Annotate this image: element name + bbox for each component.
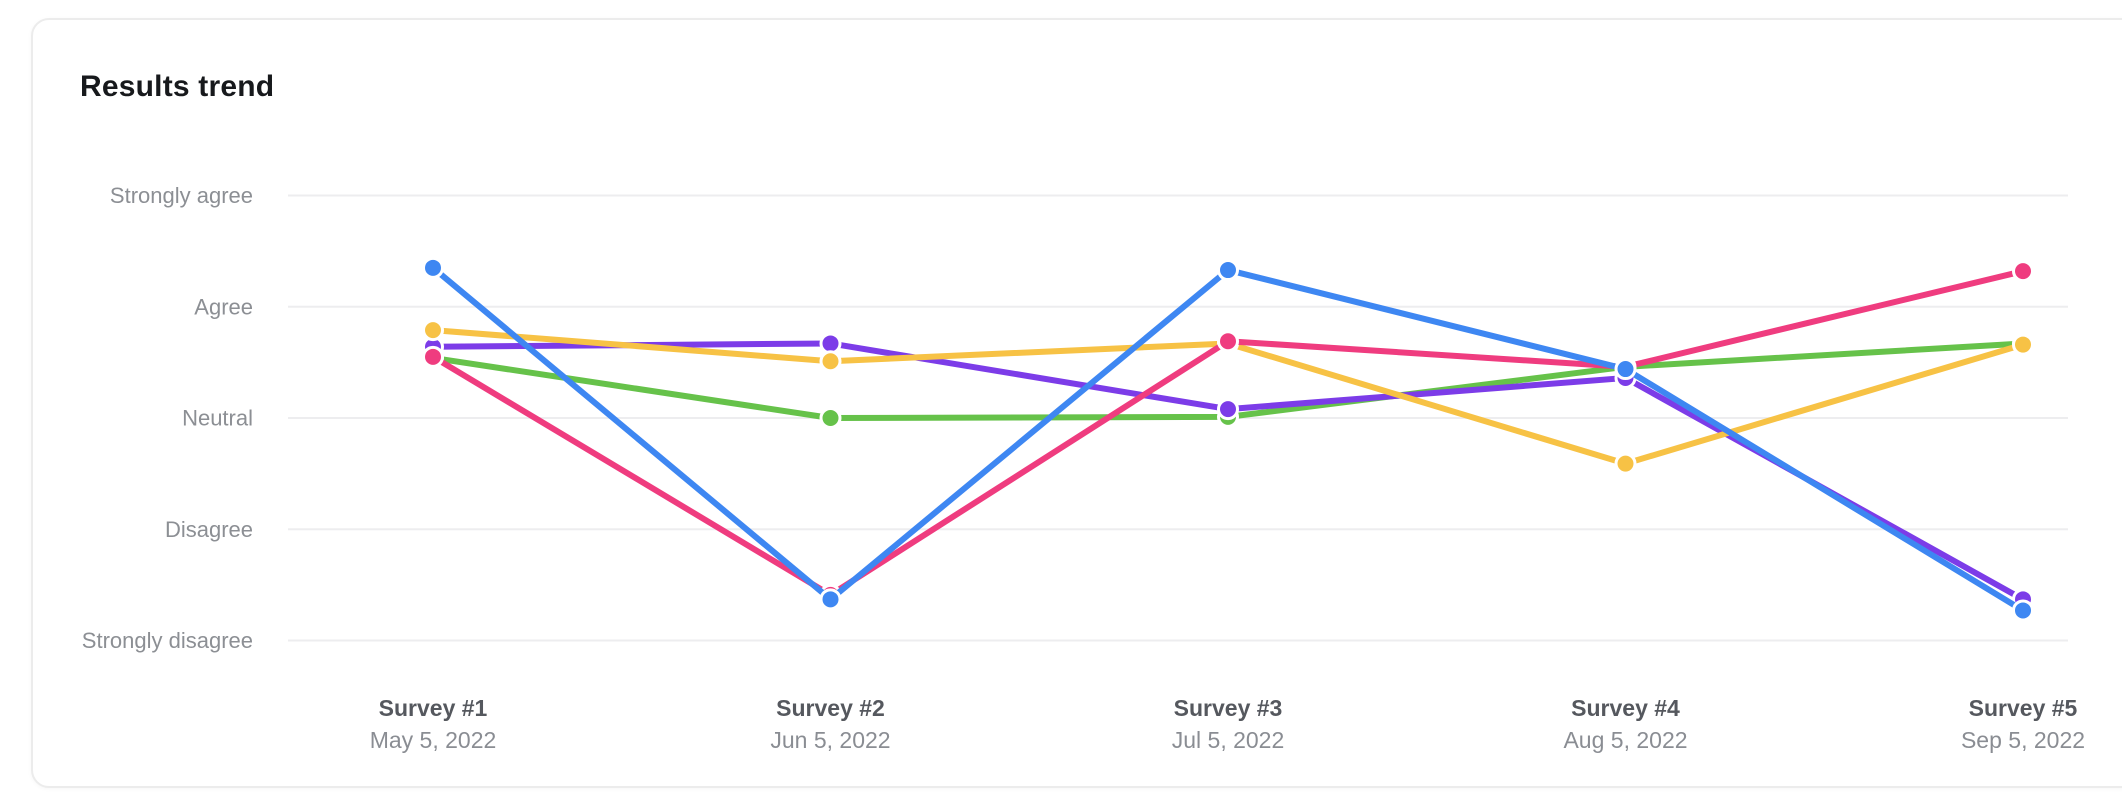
x-axis-category-label: Survey #2 <box>776 695 885 721</box>
y-axis-tick-label: Agree <box>194 294 253 319</box>
y-axis: Strongly agree Agree Neutral Disagree St… <box>82 183 253 653</box>
y-axis-tick-label: Strongly agree <box>110 183 253 208</box>
data-point-purple-survey-2[interactable] <box>819 332 842 355</box>
data-point-purple-survey-3[interactable] <box>1217 398 1239 421</box>
y-axis-tick-label: Strongly disagree <box>82 628 253 653</box>
series-line-blue <box>430 264 2026 614</box>
data-point-yellow-survey-4[interactable] <box>1614 452 1637 475</box>
series-layer <box>422 256 2034 622</box>
data-point-pink-survey-5[interactable] <box>2012 260 2034 283</box>
data-point-blue-survey-4[interactable] <box>1614 358 1637 381</box>
chart-title: Results trend <box>80 70 275 103</box>
x-axis-date-label: Sep 5, 2022 <box>1961 727 2085 753</box>
x-axis-category-label: Survey #5 <box>1969 695 2078 721</box>
x-axis-category-label: Survey #3 <box>1174 695 1283 721</box>
data-point-blue-survey-3[interactable] <box>1217 259 1239 282</box>
series-line-purple <box>430 340 2026 603</box>
x-axis-date-label: Aug 5, 2022 <box>1563 727 1687 753</box>
x-axis-category-label: Survey #1 <box>379 695 488 721</box>
x-axis: Survey #1 May 5, 2022 Survey #2 Jun 5, 2… <box>370 695 2085 753</box>
y-axis-tick-label: Neutral <box>182 406 253 431</box>
data-point-blue-survey-2[interactable] <box>819 588 842 611</box>
x-axis-date-label: Jul 5, 2022 <box>1172 727 1285 753</box>
data-point-yellow-survey-5[interactable] <box>2012 333 2034 356</box>
y-axis-tick-label: Disagree <box>165 517 253 542</box>
data-point-yellow-survey-1[interactable] <box>422 319 444 342</box>
data-point-blue-survey-1[interactable] <box>422 256 444 279</box>
x-axis-category-label: Survey #4 <box>1571 695 1680 721</box>
x-axis-date-label: Jun 5, 2022 <box>770 727 890 753</box>
results-trend-card: Results trend <box>31 18 2122 788</box>
data-point-blue-survey-5[interactable] <box>2012 599 2034 622</box>
data-point-pink-survey-1[interactable] <box>422 345 444 368</box>
data-point-yellow-survey-2[interactable] <box>819 350 842 373</box>
x-axis-date-label: May 5, 2022 <box>370 727 497 753</box>
data-point-pink-survey-3[interactable] <box>1217 330 1239 353</box>
data-point-green-survey-2[interactable] <box>819 407 842 429</box>
series-line-pink <box>430 268 2026 598</box>
